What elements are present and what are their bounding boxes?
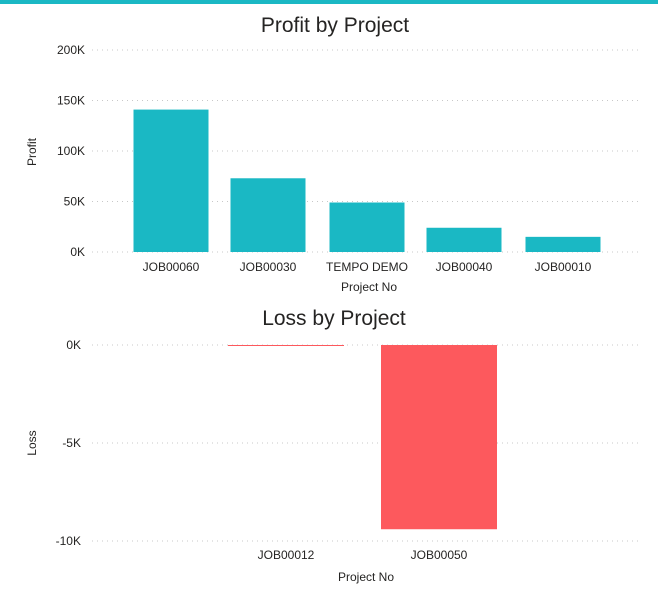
loss-y-axis-label: Loss bbox=[25, 430, 39, 455]
profit-y-tick-label: 100K bbox=[57, 144, 85, 158]
profit-x-tick-label: JOB00010 bbox=[535, 260, 592, 274]
profit-x-tick-label: JOB00030 bbox=[240, 260, 297, 274]
profit-y-axis-label: Profit bbox=[25, 137, 39, 166]
profit-bar bbox=[230, 178, 306, 252]
profit-by-project-chart: Profit by Project 0K 50K 100K 150K 200K JOB000… bbox=[0, 4, 658, 300]
loss-y-tick-label: -5K bbox=[62, 436, 81, 450]
profit-chart-title: Profit by Project bbox=[261, 14, 409, 37]
profit-bar bbox=[525, 236, 601, 252]
profit-x-tick-label: JOB00040 bbox=[436, 260, 493, 274]
loss-x-tick-label: JOB00050 bbox=[411, 548, 468, 562]
loss-bar bbox=[228, 345, 344, 346]
loss-by-project-chart: Loss by Project 0K -5K -10K JOB00012 JOB00050… bbox=[0, 300, 658, 601]
profit-chart-svg: Profit by Project 0K 50K 100K 150K 200K JOB000… bbox=[25, 14, 640, 294]
loss-bar bbox=[381, 345, 497, 530]
loss-y-tick-label: 0K bbox=[66, 338, 81, 352]
loss-chart-title: Loss by Project bbox=[262, 307, 406, 330]
loss-x-tick-label: JOB00012 bbox=[258, 548, 315, 562]
loss-chart-svg: Loss by Project 0K -5K -10K JOB00012 JOB00050… bbox=[25, 307, 640, 584]
loss-y-tick-label: -10K bbox=[56, 534, 81, 548]
profit-y-tick-label: 200K bbox=[57, 43, 85, 57]
profit-bar bbox=[133, 109, 209, 252]
profit-y-tick-label: 50K bbox=[64, 195, 85, 209]
profit-x-axis-label: Project No bbox=[341, 280, 397, 294]
top-accent-bar bbox=[0, 0, 658, 4]
profit-y-tick-label: 150K bbox=[57, 94, 85, 108]
profit-x-tick-label: TEMPO DEMO bbox=[326, 260, 408, 274]
profit-x-tick-label: JOB00060 bbox=[143, 260, 200, 274]
profit-y-tick-label: 0K bbox=[70, 245, 85, 259]
loss-x-axis-label: Project No bbox=[338, 570, 394, 584]
profit-bar bbox=[426, 227, 502, 252]
profit-bar bbox=[329, 202, 405, 252]
